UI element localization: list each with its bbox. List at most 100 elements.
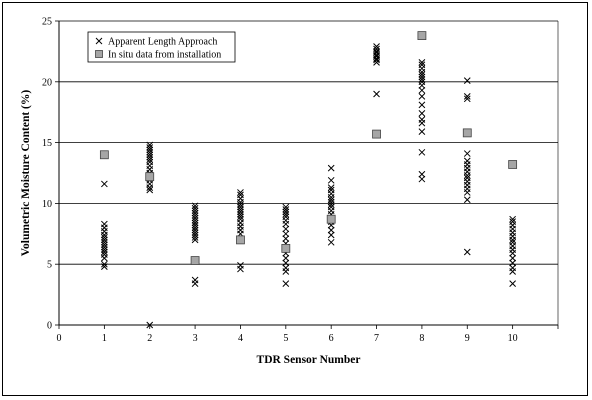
x-point-88	[327, 184, 335, 191]
x-point-22	[146, 153, 154, 161]
x-point-31	[146, 184, 154, 191]
legend-label-2: In situ data from installation	[108, 50, 221, 61]
x-point-159	[509, 249, 516, 257]
x-point-149	[509, 215, 516, 223]
x-point-134	[463, 93, 471, 100]
x-point-129	[418, 128, 426, 136]
x-point-50	[191, 280, 199, 288]
square-point-6	[326, 214, 336, 224]
chart-frame	[2, 2, 588, 396]
x-point-21	[146, 151, 154, 159]
x-point-18	[146, 144, 154, 151]
x-point-8	[101, 238, 108, 246]
data-marks	[99, 31, 518, 329]
square-point-10	[508, 160, 518, 169]
x-point-86	[327, 164, 335, 172]
x-point-5	[101, 231, 108, 239]
x-point-85	[282, 280, 290, 288]
x-point-9	[101, 241, 108, 249]
x-point-163	[509, 268, 516, 275]
series-2	[99, 31, 518, 265]
x-point-104	[373, 43, 380, 50]
square-point-3	[190, 256, 200, 265]
x-point-54	[237, 198, 244, 206]
x-point-102	[327, 231, 335, 239]
x-point-41	[191, 219, 199, 227]
x-point-75	[282, 225, 290, 233]
x-point-119	[418, 73, 426, 81]
x-point-58	[237, 208, 244, 216]
gridlines	[59, 20, 558, 265]
x-point-37	[191, 209, 199, 217]
x-tick-label-6: 6	[329, 333, 334, 344]
x-point-70	[282, 208, 290, 216]
x-point-11	[101, 246, 108, 253]
x-point-122	[418, 82, 426, 89]
x-tick-label-7: 7	[374, 333, 379, 344]
x-point-103	[327, 238, 335, 246]
x-point-128	[418, 119, 426, 127]
square-point-8	[417, 31, 427, 40]
x-point-40	[191, 217, 199, 224]
x-point-118	[418, 71, 426, 78]
x-point-141	[463, 172, 471, 179]
x-point-123	[418, 86, 426, 94]
x-tick-label-4: 4	[238, 333, 243, 344]
x-point-155	[509, 236, 516, 244]
x-point-39	[191, 214, 199, 222]
series-1	[101, 43, 516, 329]
y-tick-label-20: 20	[42, 77, 52, 88]
x-point-133	[463, 77, 471, 84]
y-tick-label-25: 25	[42, 17, 52, 28]
y-tick-label-15: 15	[42, 138, 52, 149]
x-point-125	[418, 101, 426, 109]
x-tick-label-8: 8	[419, 333, 424, 344]
x-point-131	[418, 170, 426, 178]
x-point-23	[146, 156, 154, 163]
x-point-51	[237, 189, 244, 196]
x-point-148	[463, 248, 471, 256]
x-point-33	[146, 321, 154, 329]
x-point-147	[463, 196, 471, 204]
x-point-161	[509, 259, 516, 267]
x-point-20	[146, 148, 154, 156]
x-point-146	[463, 189, 471, 196]
x-point-71	[282, 210, 290, 218]
x-point-91	[327, 193, 335, 201]
x-point-81	[282, 254, 290, 262]
x-point-45	[191, 229, 199, 236]
x-point-76	[282, 230, 290, 238]
x-point-19	[146, 146, 154, 154]
y-tick-label-0: 0	[47, 321, 52, 332]
x-point-35	[191, 204, 199, 212]
x-point-34	[191, 202, 199, 210]
x-point-38	[191, 212, 199, 219]
x-point-111	[373, 56, 380, 64]
square-point-7	[372, 129, 381, 139]
x-tick-label-2: 2	[147, 333, 152, 344]
square-point-9	[462, 128, 472, 138]
x-point-36	[191, 207, 199, 215]
x-point-48	[191, 236, 199, 244]
x-point-17	[146, 141, 154, 149]
x-point-60	[237, 213, 244, 221]
x-point-42	[191, 221, 199, 229]
x-point-117	[418, 68, 426, 76]
x-point-43	[191, 224, 199, 232]
x-point-112	[373, 58, 380, 66]
x-point-87	[327, 176, 335, 184]
x-tick-label-10: 10	[508, 333, 518, 344]
x-point-82	[282, 259, 290, 267]
x-point-57	[237, 206, 244, 213]
x-point-67	[237, 265, 244, 273]
legend-box	[87, 31, 236, 63]
x-point-44	[191, 226, 199, 234]
y-tick-label-5: 5	[47, 260, 52, 271]
x-point-94	[327, 201, 335, 208]
x-point-7	[101, 236, 108, 244]
x-point-126	[418, 110, 426, 117]
x-point-132	[418, 175, 426, 183]
axes	[55, 20, 559, 329]
x-point-68	[282, 203, 290, 211]
x-point-84	[282, 268, 290, 275]
